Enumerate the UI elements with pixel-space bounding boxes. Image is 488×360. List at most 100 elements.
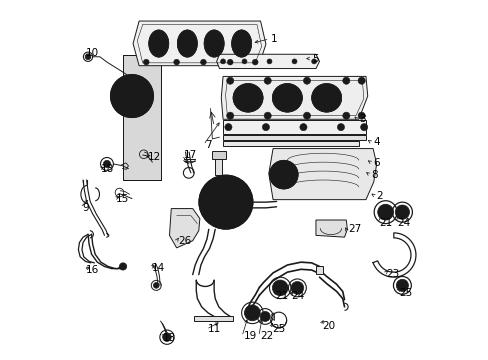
Circle shape <box>337 123 344 131</box>
Circle shape <box>211 188 240 216</box>
Circle shape <box>122 86 142 106</box>
Circle shape <box>252 59 258 65</box>
Circle shape <box>199 175 252 229</box>
Polygon shape <box>215 158 222 175</box>
Circle shape <box>242 59 246 64</box>
Circle shape <box>264 77 271 84</box>
Ellipse shape <box>311 84 341 112</box>
Ellipse shape <box>148 30 168 57</box>
Text: 6: 6 <box>372 158 379 168</box>
Circle shape <box>395 279 407 292</box>
Circle shape <box>299 123 306 131</box>
Circle shape <box>226 77 233 84</box>
Polygon shape <box>169 208 200 248</box>
Text: 24: 24 <box>291 291 305 301</box>
Polygon shape <box>193 316 233 321</box>
Circle shape <box>342 112 349 119</box>
Text: 17: 17 <box>183 150 197 160</box>
Circle shape <box>269 160 298 189</box>
Circle shape <box>303 77 310 84</box>
Polygon shape <box>123 55 160 180</box>
Polygon shape <box>315 220 346 237</box>
Circle shape <box>143 59 149 65</box>
Circle shape <box>244 305 260 321</box>
Text: 21: 21 <box>274 291 287 301</box>
Text: 16: 16 <box>85 265 99 275</box>
Circle shape <box>163 333 171 342</box>
Text: 12: 12 <box>147 152 160 162</box>
Polygon shape <box>315 266 323 274</box>
Text: 15: 15 <box>116 194 129 203</box>
Text: 24: 24 <box>397 218 410 228</box>
Circle shape <box>272 280 287 296</box>
Circle shape <box>85 54 91 60</box>
Circle shape <box>153 283 159 288</box>
Circle shape <box>266 59 271 64</box>
Ellipse shape <box>231 30 251 57</box>
Circle shape <box>126 91 137 102</box>
Text: 26: 26 <box>178 236 191 246</box>
Polygon shape <box>223 135 365 140</box>
Circle shape <box>342 77 349 84</box>
Circle shape <box>290 282 303 294</box>
Circle shape <box>116 80 148 112</box>
Circle shape <box>103 160 110 167</box>
Text: 5: 5 <box>312 54 318 64</box>
Text: 18: 18 <box>101 164 114 174</box>
Ellipse shape <box>272 84 302 112</box>
Text: 25: 25 <box>398 288 411 297</box>
Text: 7: 7 <box>205 140 211 150</box>
Circle shape <box>264 112 271 119</box>
Polygon shape <box>133 21 265 66</box>
Text: 20: 20 <box>322 321 335 331</box>
Text: 10: 10 <box>85 48 99 58</box>
Circle shape <box>173 59 179 65</box>
Text: 22: 22 <box>260 332 273 342</box>
Text: 1: 1 <box>271 34 277 44</box>
Ellipse shape <box>233 84 263 112</box>
Text: 8: 8 <box>370 170 377 180</box>
Circle shape <box>246 307 257 318</box>
Text: 23: 23 <box>386 269 399 279</box>
Ellipse shape <box>203 30 224 57</box>
Circle shape <box>110 75 153 117</box>
Polygon shape <box>223 120 365 134</box>
Text: 4: 4 <box>372 138 379 148</box>
Polygon shape <box>211 152 225 158</box>
Ellipse shape <box>177 30 197 57</box>
Text: 27: 27 <box>347 224 361 234</box>
Circle shape <box>119 263 126 270</box>
Circle shape <box>260 311 270 321</box>
Circle shape <box>303 112 310 119</box>
Polygon shape <box>216 54 319 68</box>
Circle shape <box>291 59 296 64</box>
Circle shape <box>357 77 365 84</box>
Polygon shape <box>268 149 376 200</box>
Text: 11: 11 <box>207 324 221 334</box>
Circle shape <box>205 181 246 223</box>
Circle shape <box>227 59 233 65</box>
Circle shape <box>377 204 393 220</box>
Circle shape <box>262 123 269 131</box>
Circle shape <box>273 165 293 185</box>
Text: 25: 25 <box>272 324 285 334</box>
Text: 2: 2 <box>376 191 383 201</box>
Circle shape <box>224 123 231 131</box>
Text: 14: 14 <box>151 262 164 273</box>
Polygon shape <box>221 76 367 119</box>
Circle shape <box>226 112 233 119</box>
Circle shape <box>200 59 206 65</box>
Circle shape <box>357 112 365 119</box>
Circle shape <box>381 208 389 216</box>
Text: 3: 3 <box>358 114 365 124</box>
Text: 13: 13 <box>162 333 175 343</box>
Text: 19: 19 <box>244 332 257 342</box>
Circle shape <box>217 193 234 211</box>
Polygon shape <box>223 141 358 146</box>
Circle shape <box>394 205 408 219</box>
Circle shape <box>311 59 316 64</box>
Text: 9: 9 <box>82 203 88 212</box>
Text: 21: 21 <box>379 218 392 228</box>
Circle shape <box>220 59 225 64</box>
Circle shape <box>360 123 367 131</box>
